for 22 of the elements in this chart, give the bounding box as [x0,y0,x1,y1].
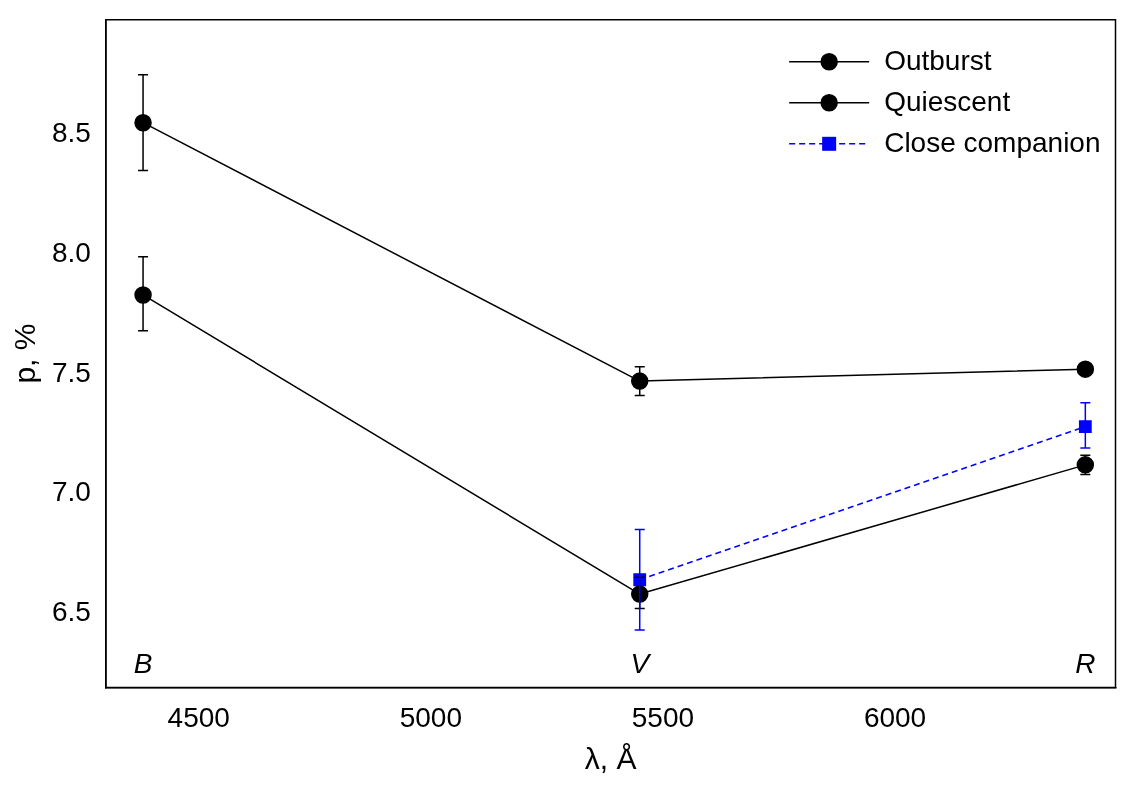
point [630,585,649,603]
x-tick-label: 5000 [399,701,462,733]
point [1076,360,1095,378]
x-tick-label: 5500 [631,701,695,733]
x-tick-label: 4500 [167,701,230,733]
y-axis-title: p, % [8,323,42,384]
annotation: R [1075,648,1096,680]
point [630,372,649,390]
point [633,573,647,587]
y-tick-label: 8.0 [51,237,91,269]
annotation: B [133,648,153,680]
annotation: V [630,648,652,680]
y-tick-label: 6.5 [51,595,91,627]
legend-label: Quiescent [884,85,1011,117]
y-tick-label: 7.0 [51,476,91,508]
y-tick-label: 8.5 [51,117,91,149]
legend-label: Close companion [884,126,1101,158]
legend-label: Outburst [884,44,992,76]
x-tick-label: 6000 [863,701,927,733]
x-axis-title: λ, Å [584,742,637,776]
y-tick-label: 7.5 [51,356,91,388]
point [1078,420,1092,433]
